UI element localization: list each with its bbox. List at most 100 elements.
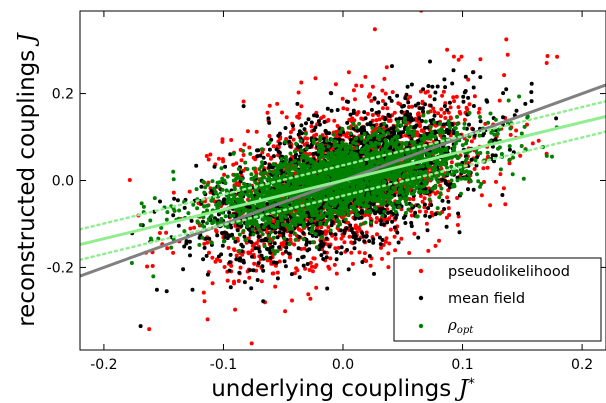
data-point: [342, 228, 347, 233]
data-point: [414, 165, 419, 170]
data-point: [204, 154, 209, 158]
data-point: [464, 141, 469, 146]
data-point: [241, 260, 246, 265]
data-point: [199, 184, 204, 189]
data-point: [275, 249, 280, 254]
data-point: [380, 138, 385, 143]
data-point: [202, 241, 207, 246]
data-point: [345, 107, 350, 112]
data-point: [234, 161, 239, 166]
data-point: [147, 327, 152, 332]
data-point: [208, 152, 213, 157]
data-point: [277, 150, 282, 155]
data-point: [222, 265, 227, 269]
data-point: [446, 119, 451, 124]
data-point: [501, 91, 506, 96]
data-point: [348, 112, 353, 117]
data-point: [317, 138, 322, 143]
data-point: [430, 84, 435, 89]
data-point: [394, 212, 399, 217]
data-point: [498, 167, 503, 172]
data-point: [266, 116, 271, 121]
data-point: [387, 113, 392, 118]
data-point: [404, 196, 409, 201]
data-point: [353, 97, 357, 102]
data-point: [433, 212, 438, 217]
data-point: [420, 119, 424, 123]
data-point: [207, 236, 212, 241]
data-point: [222, 172, 227, 177]
series-rho-opt: [129, 94, 559, 279]
data-point: [364, 230, 369, 235]
data-point: [439, 107, 444, 112]
data-point: [308, 260, 313, 265]
data-point: [138, 324, 143, 329]
data-point: [283, 139, 288, 144]
data-point: [223, 214, 228, 219]
data-point: [241, 99, 246, 104]
data-point: [368, 263, 373, 268]
data-point: [529, 99, 534, 104]
data-point: [294, 266, 299, 271]
data-point: [411, 197, 416, 202]
data-point: [462, 117, 467, 122]
data-point: [413, 124, 418, 129]
data-point: [408, 124, 413, 129]
data-point: [218, 259, 223, 263]
data-point: [451, 95, 456, 100]
data-point: [409, 213, 414, 218]
data-point: [288, 233, 293, 238]
data-point: [313, 76, 318, 81]
data-point: [430, 130, 434, 134]
data-point: [435, 206, 440, 211]
data-point: [194, 187, 199, 192]
data-point: [412, 231, 417, 236]
data-point: [347, 234, 352, 239]
data-point: [321, 136, 326, 141]
data-point: [220, 137, 225, 142]
data-point: [370, 113, 375, 117]
data-point: [312, 133, 317, 138]
data-point: [291, 123, 295, 128]
data-point: [467, 111, 472, 115]
data-point: [214, 228, 218, 233]
data-point: [439, 186, 444, 191]
data-point: [329, 142, 334, 147]
data-point: [363, 116, 368, 121]
data-point: [445, 182, 450, 187]
data-point: [349, 250, 354, 255]
data-point: [275, 101, 280, 106]
data-point: [225, 236, 230, 241]
data-point: [440, 177, 445, 182]
data-point: [273, 284, 278, 289]
data-point: [447, 213, 452, 217]
data-point: [365, 122, 370, 127]
data-point: [409, 224, 414, 229]
data-point: [176, 223, 181, 228]
data-point: [425, 190, 430, 194]
data-point: [372, 271, 376, 276]
data-point: [466, 77, 471, 82]
data-point: [342, 240, 347, 245]
data-point: [437, 195, 442, 200]
data-point: [278, 141, 282, 146]
data-point: [316, 119, 321, 124]
data-point: [308, 296, 313, 301]
data-point: [266, 247, 270, 252]
data-point: [391, 206, 396, 211]
data-point: [371, 237, 376, 242]
data-point: [372, 27, 377, 32]
data-point: [393, 216, 398, 220]
data-point: [171, 190, 176, 195]
data-point: [343, 217, 348, 222]
data-point: [297, 129, 302, 134]
data-point: [259, 253, 264, 258]
data-point: [409, 139, 414, 144]
data-point: [188, 253, 192, 258]
data-point: [407, 251, 412, 255]
data-point: [215, 218, 220, 223]
data-point: [438, 211, 443, 216]
data-point: [295, 101, 300, 106]
data-point: [236, 279, 241, 283]
data-point: [205, 317, 210, 322]
